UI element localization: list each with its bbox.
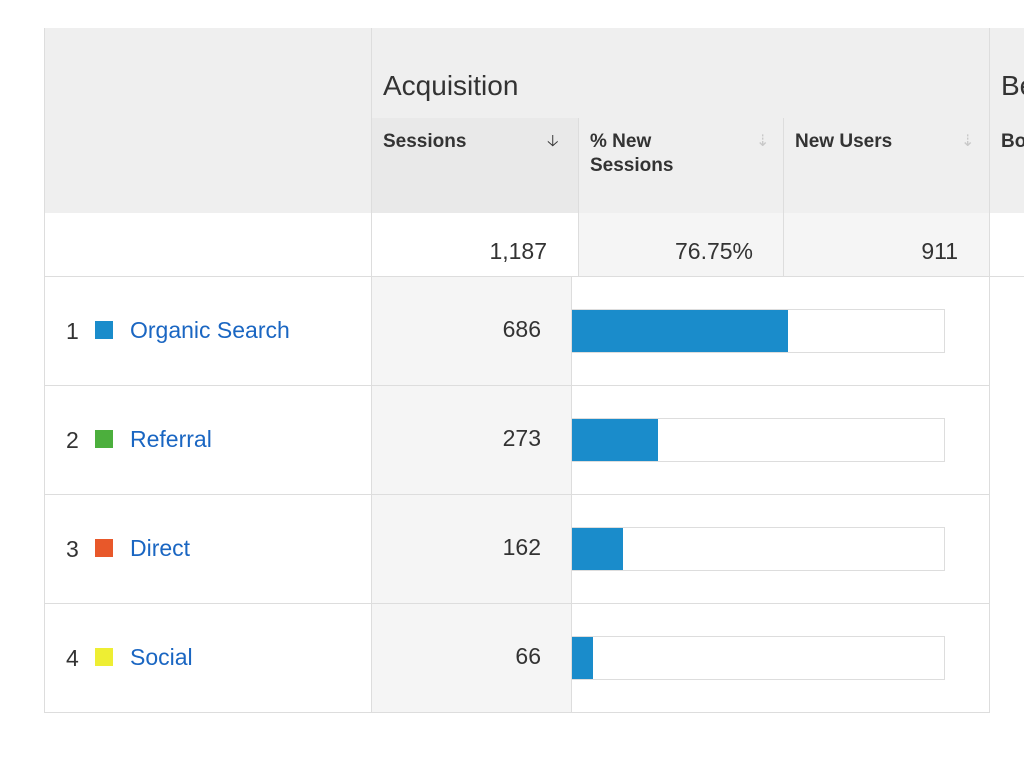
bounce-rate-column-label: Bounce Rate [1001,131,1024,152]
channel-link[interactable]: Direct [130,535,191,561]
group-header-row [44,28,1024,118]
grid-line [989,28,990,713]
grid-line [571,276,572,713]
row-sessions-cell [371,385,571,494]
totals-row [44,213,578,276]
sessions-share-bar-fill [572,419,658,461]
total-new-users: 911 [921,238,958,264]
acquisition-report-table: Acquisition Behavior Sessions 🡣 % New Se… [44,28,1024,713]
sessions-share-bar-fill [572,637,593,679]
new-users-column-label: New Users [795,131,893,152]
row-sessions-cell [371,276,571,385]
sessions-share-bar [571,636,945,680]
row-dimension-cell [44,603,371,712]
grid-line [371,28,372,713]
channel-link[interactable]: Organic Search [130,317,290,343]
grid-line [44,276,1024,277]
sessions-share-bar-fill [572,528,623,570]
grid-line [44,494,989,495]
grid-line [44,603,989,604]
row-index: 4 [66,645,79,671]
new-sessions-column-label: % New Sessions [590,131,674,176]
row-index: 3 [66,536,79,562]
new-sessions-column-header[interactable]: % New Sessions ⇣ [578,118,783,213]
dimension-header-cell [44,118,371,213]
row-sessions-cell [371,603,571,712]
grid-line [44,712,989,713]
channel-link[interactable]: Referral [130,426,212,452]
total-sessions: 1,187 [489,238,547,264]
sessions-share-bar [571,418,945,462]
sort-icon[interactable]: ⇣ [961,133,975,150]
sort-icon[interactable]: ⇣ [756,133,770,150]
grid-line [44,385,989,386]
row-sessions-cell [371,494,571,603]
channel-link[interactable]: Social [130,644,193,670]
sessions-share-bar-fill [572,310,788,352]
total-new-sessions-pct: 76.75% [674,238,753,264]
sessions-share-bar [571,309,945,353]
row-index: 1 [66,318,79,344]
grid-line [44,28,45,713]
acquisition-group-label: Acquisition [383,70,519,101]
channel-color-swatch [95,430,113,448]
grid-line [578,118,579,276]
bounce-rate-column-header[interactable]: Bounce Rate [989,118,1024,213]
row-sessions-value: 686 [502,316,541,342]
new-users-column-header[interactable]: New Users ⇣ [783,118,989,213]
behavior-group-label: Behavior [1001,70,1024,101]
channel-color-swatch [95,648,113,666]
row-sessions-value: 66 [515,643,541,669]
channel-color-swatch [95,539,113,557]
row-sessions-value: 273 [502,425,541,451]
grid-line [783,118,784,276]
sessions-column-header[interactable]: Sessions 🡣 [371,118,578,213]
row-sessions-value: 162 [502,534,541,560]
row-dimension-cell [44,494,371,603]
sort-descending-icon[interactable]: 🡣 [547,133,559,150]
sessions-share-bar [571,527,945,571]
sessions-column-label: Sessions [383,131,467,152]
channel-color-swatch [95,321,113,339]
row-index: 2 [66,427,79,453]
